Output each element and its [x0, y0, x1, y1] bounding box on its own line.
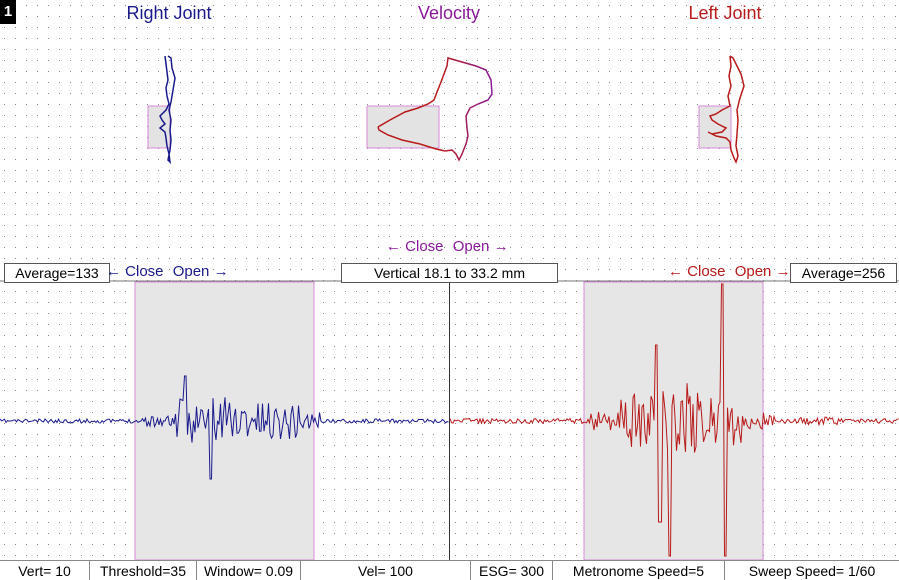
status-bar: Vert= 10 Threshold=35 Window= 0.09 Vel= …	[0, 560, 899, 580]
panel-number: 1	[0, 0, 16, 24]
right-esg-waveform	[0, 375, 449, 480]
close-label: Close	[125, 263, 164, 280]
left-direction-label: ← Close Open →	[668, 263, 791, 280]
open-label: Open	[452, 238, 490, 255]
open-label: Open	[734, 263, 772, 280]
status-window: Window= 0.09	[197, 561, 301, 580]
left-esg-highlight	[583, 281, 764, 561]
left-esg-waveform	[449, 283, 899, 557]
arrow-left-icon: ←	[386, 238, 401, 255]
close-label: Close	[687, 263, 726, 280]
close-label: Close	[405, 238, 444, 255]
status-vel: Vel= 100	[301, 561, 471, 580]
velocity-trace	[377, 57, 493, 162]
right-joint-trace	[158, 55, 176, 165]
left-joint-trace	[707, 55, 745, 164]
velocity-title: Velocity	[417, 3, 481, 23]
status-sweep: Sweep Speed= 1/60	[748, 563, 876, 579]
status-vert: Vert= 10	[0, 561, 90, 580]
left-joint-title: Left Joint	[688, 3, 762, 23]
right-direction-label: ← Close Open →	[106, 263, 229, 280]
status-esg: ESG= 300	[471, 561, 553, 580]
open-label: Open	[172, 263, 210, 280]
arrow-left-icon: ←	[668, 263, 683, 280]
left-joint-highlight	[698, 105, 732, 149]
right-average-box: Average=133	[4, 263, 110, 283]
status-threshold: Threshold=35	[90, 561, 197, 580]
arrow-right-icon: →	[493, 238, 509, 255]
right-esg-highlight	[134, 281, 315, 561]
velocity-direction-label: ← Close Open →	[386, 238, 509, 255]
vertical-range-box: Vertical 18.1 to 33.2 mm	[341, 263, 558, 283]
arrow-right-icon: →	[775, 263, 791, 280]
arrow-left-icon: ←	[106, 263, 121, 280]
status-metronome: Metronome Speed=5	[553, 561, 725, 580]
right-joint-title: Right Joint	[126, 3, 212, 23]
arrow-right-icon: →	[213, 263, 229, 280]
left-average-box: Average=256	[790, 263, 897, 283]
